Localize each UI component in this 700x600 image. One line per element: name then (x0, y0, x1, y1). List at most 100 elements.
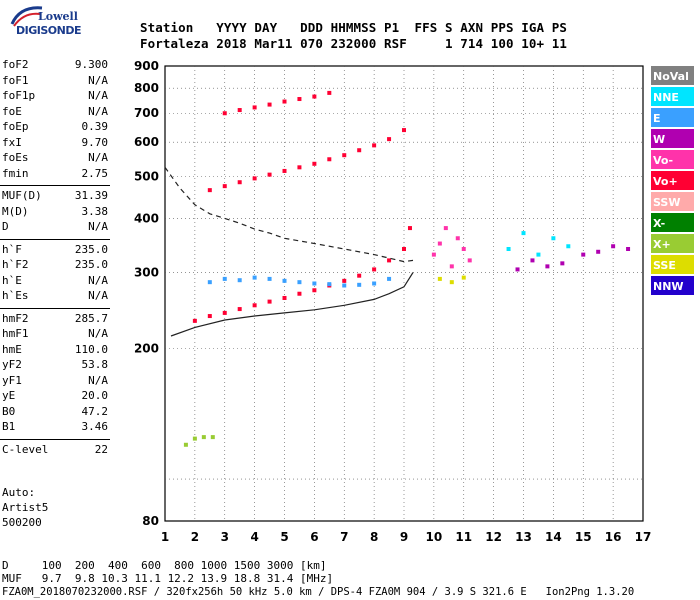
x-tick-label: 14 (545, 530, 562, 544)
x-tick-label: 16 (605, 530, 622, 544)
param-label: foEp (2, 120, 29, 133)
legend-label: E (653, 112, 661, 125)
data-point (357, 148, 362, 153)
legend-label: NNW (653, 280, 684, 293)
data-point (467, 258, 472, 263)
data-point (407, 226, 412, 231)
header-values: Fortaleza 2018 Mar11 070 232000 RSF 1 71… (140, 36, 568, 51)
data-point (312, 288, 317, 293)
param-row: h`Es N/A (0, 289, 110, 305)
param-row: foF2 9.300 (0, 58, 110, 74)
data-point (611, 244, 616, 249)
auto-label: Auto: (2, 486, 36, 499)
param-value: 53.8 (81, 358, 109, 371)
param-row: hmE 110.0 (0, 343, 110, 359)
param-value: 31.39 (74, 189, 108, 202)
data-point (372, 143, 377, 148)
data-point (387, 276, 392, 281)
param-row: foEs N/A (0, 151, 110, 167)
data-point (297, 291, 302, 296)
x-tick-label: 15 (575, 530, 592, 544)
param-value: 110.0 (74, 342, 108, 356)
param-separator (0, 307, 110, 309)
legend-label: X- (653, 217, 665, 230)
param-row: yF1 N/A (0, 374, 110, 390)
data-point (252, 176, 257, 181)
legend-label: Vo+ (653, 175, 678, 188)
param-row: h`F 235.0 (0, 243, 110, 259)
data-point (267, 299, 272, 304)
legend-swatch (651, 192, 694, 211)
x-tick-label: 17 (635, 530, 652, 544)
data-point (282, 99, 287, 104)
x-tick-label: 10 (426, 530, 443, 544)
param-label: h`Es (2, 289, 29, 302)
param-row: h`F2 235.0 (0, 258, 110, 274)
param-value: N/A (88, 373, 108, 387)
data-point (267, 102, 272, 107)
autoscaler-version: 500200 (2, 516, 42, 529)
param-label: h`F (2, 242, 22, 256)
dashed-profile-line (164, 166, 414, 263)
data-point (357, 282, 362, 287)
y-tick-label: 300 (134, 266, 159, 280)
param-value: 9.300 (74, 58, 108, 71)
data-point (267, 276, 272, 281)
parameter-panel: foF2 9.300 foF1 N/A foF1p N/A foE N/A foEp 0.39 fx… (0, 58, 110, 458)
data-point (207, 188, 212, 193)
data-point (461, 246, 466, 251)
x-tick-label: 6 (310, 530, 318, 544)
data-point (237, 278, 242, 283)
y-tick-label: 80 (142, 514, 159, 528)
data-point (461, 275, 466, 280)
legend-swatch (651, 276, 694, 295)
param-label: foF2 (2, 58, 29, 71)
param-label: foF1 (2, 73, 29, 87)
legend-label: Vo- (653, 154, 673, 167)
param-label: C-level (2, 442, 49, 456)
legend-swatch (651, 255, 694, 274)
footer-file-info: FZA0M_2018070232000.RSF / 320fx256h 50 k… (2, 586, 635, 598)
param-label: fxI (2, 135, 22, 149)
ionogram-chart: 1 2 3 4 5 6 7 8 9 10 11 12 13 14 15 16 17802003004005006… (134, 59, 694, 544)
data-point (222, 184, 227, 189)
data-point (237, 108, 242, 113)
param-row: fmin 2.75 (0, 167, 110, 183)
data-point (252, 275, 257, 280)
header-labels: Station YYYY DAY DDD HHMMSS P1 FFS S AXN… (140, 20, 568, 35)
param-label: h`F2 (2, 258, 29, 271)
data-point (455, 236, 460, 241)
data-point (342, 278, 347, 283)
data-point (342, 283, 347, 288)
logo-text-lowell: Lowell (38, 10, 78, 23)
param-label: yE (2, 389, 16, 402)
param-label: B0 (2, 404, 16, 418)
param-value: 3.46 (81, 420, 109, 433)
data-point (222, 310, 227, 315)
y-tick-label: 800 (134, 81, 159, 95)
x-tick-label: 2 (191, 530, 199, 544)
param-row: B1 3.46 (0, 420, 110, 436)
data-point (596, 249, 601, 254)
data-point (530, 258, 535, 263)
data-point (342, 153, 347, 158)
param-label: MUF(D) (2, 189, 42, 202)
param-row: yE 20.0 (0, 389, 110, 405)
y-tick-label: 700 (134, 106, 159, 120)
param-value: 235.0 (74, 258, 108, 271)
data-point (449, 280, 454, 285)
param-row: B0 47.2 (0, 405, 110, 421)
data-point (297, 280, 302, 285)
x-tick-label: 7 (340, 530, 348, 544)
data-point (402, 128, 406, 133)
param-row: hmF1 N/A (0, 327, 110, 343)
data-point (443, 226, 448, 231)
param-value: N/A (88, 151, 108, 164)
data-point (192, 318, 197, 323)
param-label: yF2 (2, 358, 22, 371)
data-point (297, 97, 302, 102)
x-tick-label: 5 (280, 530, 288, 544)
data-point (372, 267, 377, 272)
y-tick-label: 600 (134, 135, 159, 149)
data-point (183, 442, 188, 447)
